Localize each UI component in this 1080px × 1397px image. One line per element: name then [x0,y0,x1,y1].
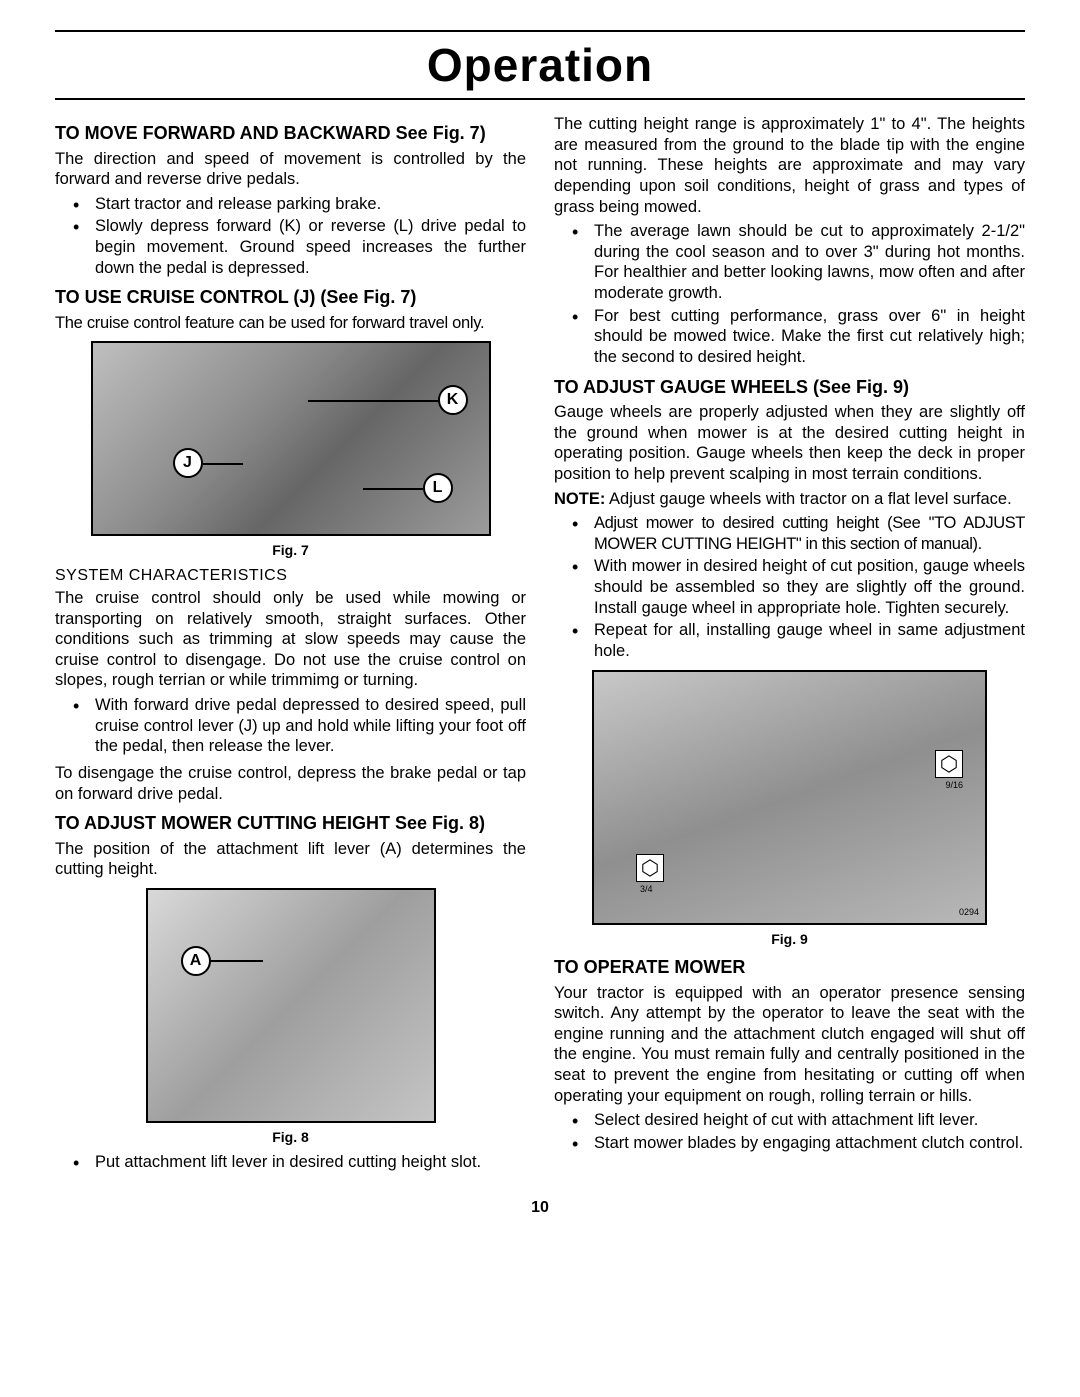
figure-9-caption: Fig. 9 [554,931,1025,949]
page-title: Operation [55,38,1025,92]
para-cutting-height: The position of the attachment lift leve… [55,839,526,880]
left-column: TO MOVE FORWARD AND BACKWARD See Fig. 7)… [55,114,526,1179]
callout-k: K [438,385,468,415]
figure-8-caption: Fig. 8 [55,1129,526,1147]
content-columns: TO MOVE FORWARD AND BACKWARD See Fig. 7)… [55,114,1025,1179]
para-cruise-desc: The cruise control should only be used w… [55,588,526,691]
list-item: With mower in desired height of cut posi… [578,556,1025,618]
list-item: Slowly depress forward (K) or reverse (L… [79,216,526,278]
heading-cruise-control: TO USE CRUISE CONTROL (J) (See Fig. 7) [55,286,526,309]
para-gauge-wheels: Gauge wheels are properly adjusted when … [554,402,1025,485]
para-cutting-range: The cutting height range is approximatel… [554,114,1025,217]
callout-j: J [173,448,203,478]
hex-label-916 [935,750,963,778]
list-cutting-tips: The average lawn should be cut to approx… [554,221,1025,367]
callout-l: L [423,473,453,503]
para-cruise-disengage: To disengage the cruise control, depress… [55,763,526,804]
list-item: Adjust mower to desired cutting height (… [578,513,1025,554]
figure-9: 9/16 3/4 0294 [592,670,987,925]
heading-cutting-height: TO ADJUST MOWER CUTTING HEIGHT See Fig. … [55,812,526,835]
list-item: Put attachment lift lever in desired cut… [79,1152,526,1173]
title-rule [55,98,1025,100]
leader-line [363,488,423,490]
right-column: The cutting height range is approximatel… [554,114,1025,1179]
leader-line [203,463,243,465]
para-move-forward: The direction and speed of movement is c… [55,149,526,190]
list-move-forward: Start tractor and release parking brake.… [55,194,526,279]
hex-label-34 [636,854,664,882]
label-34: 3/4 [640,884,653,895]
leader-line [308,400,438,402]
note-text: Adjust gauge wheels with tractor on a fl… [605,490,1011,508]
para-operate-mower: Your tractor is equipped with an operato… [554,983,1025,1107]
list-lift-lever: Put attachment lift lever in desired cut… [55,1152,526,1173]
figure-8: A [146,888,436,1123]
list-gauge-wheels: Adjust mower to desired cutting height (… [554,513,1025,661]
page-number: 10 [55,1199,1025,1217]
note-label: NOTE: [554,490,605,508]
label-916: 9/16 [945,780,963,791]
leader-line [208,960,263,962]
para-cruise-intro: The cruise control feature can be used f… [55,313,526,334]
figure-7-caption: Fig. 7 [55,542,526,560]
heading-gauge-wheels: TO ADJUST GAUGE WHEELS (See Fig. 9) [554,376,1025,399]
note-gauge-wheels: NOTE: Adjust gauge wheels with tractor o… [554,489,1025,510]
list-item: The average lawn should be cut to approx… [578,221,1025,304]
list-item: Select desired height of cut with attach… [578,1110,1025,1131]
list-cruise: With forward drive pedal depressed to de… [55,695,526,757]
fig9-code: 0294 [959,907,979,918]
list-item: Start mower blades by engaging attachmen… [578,1133,1025,1154]
list-operate-mower: Select desired height of cut with attach… [554,1110,1025,1153]
list-item: For best cutting performance, grass over… [578,306,1025,368]
top-rule [55,30,1025,32]
heading-move-forward: TO MOVE FORWARD AND BACKWARD See Fig. 7) [55,122,526,145]
list-item: Start tractor and release parking brake. [79,194,526,215]
figure-7: K J L [91,341,491,536]
subhead-system-characteristics: SYSTEM CHARACTERISTICS [55,566,526,586]
list-item: With forward drive pedal depressed to de… [79,695,526,757]
callout-a: A [181,946,211,976]
heading-operate-mower: TO OPERATE MOWER [554,956,1025,979]
list-item: Repeat for all, installing gauge wheel i… [578,620,1025,661]
